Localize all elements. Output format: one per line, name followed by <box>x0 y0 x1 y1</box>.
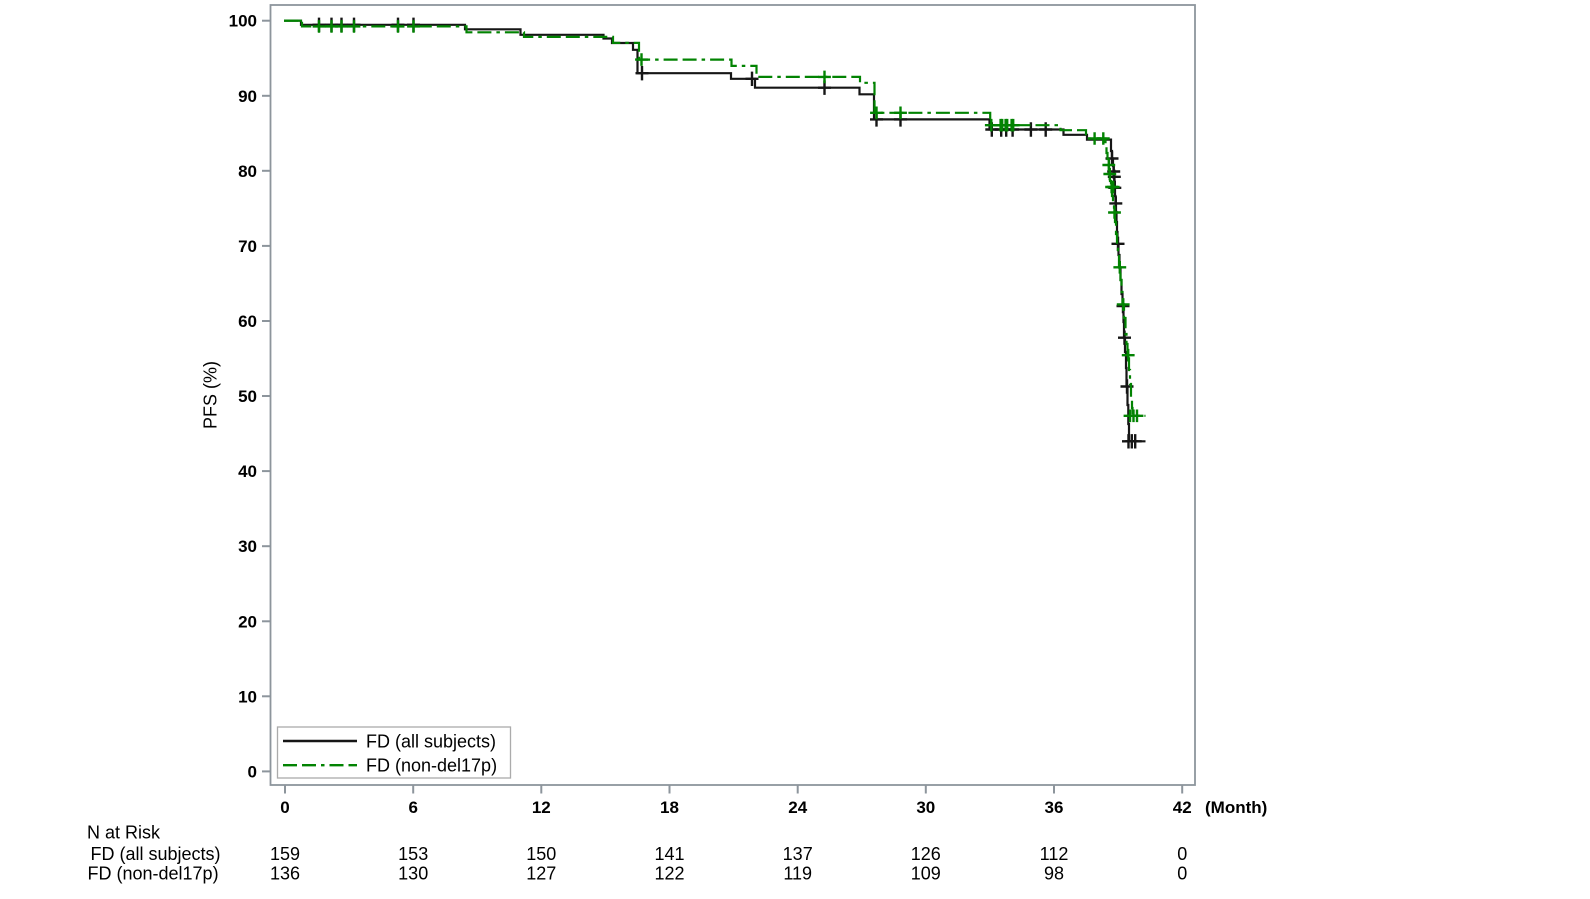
svg-text:150: 150 <box>526 844 556 864</box>
svg-text:FD (all subjects): FD (all subjects) <box>91 844 221 864</box>
svg-text:137: 137 <box>783 844 813 864</box>
svg-text:12: 12 <box>532 798 551 817</box>
svg-text:36: 36 <box>1045 798 1064 817</box>
svg-text:90: 90 <box>238 87 257 106</box>
svg-text:80: 80 <box>238 162 257 181</box>
svg-text:119: 119 <box>783 864 812 884</box>
svg-text:24: 24 <box>788 798 807 817</box>
svg-text:141: 141 <box>654 844 684 864</box>
svg-text:N at Risk: N at Risk <box>87 823 161 843</box>
svg-text:30: 30 <box>238 537 257 556</box>
svg-text:126: 126 <box>911 844 941 864</box>
svg-text:30: 30 <box>916 798 935 817</box>
svg-text:FD (non-del17p): FD (non-del17p) <box>366 756 497 776</box>
svg-text:FD (non-del17p): FD (non-del17p) <box>88 864 219 884</box>
svg-text:153: 153 <box>398 844 428 864</box>
svg-text:136: 136 <box>270 864 300 884</box>
svg-text:0: 0 <box>280 798 289 817</box>
svg-text:18: 18 <box>660 798 679 817</box>
svg-text:0: 0 <box>248 762 257 781</box>
svg-text:98: 98 <box>1044 864 1064 884</box>
svg-text:60: 60 <box>238 312 257 331</box>
svg-text:0: 0 <box>1177 864 1187 884</box>
svg-text:109: 109 <box>911 864 941 884</box>
svg-text:42: 42 <box>1173 798 1192 817</box>
svg-text:FD (all subjects): FD (all subjects) <box>366 732 496 752</box>
svg-text:0: 0 <box>1177 844 1187 864</box>
svg-text:20: 20 <box>238 612 257 631</box>
svg-text:127: 127 <box>526 864 556 884</box>
svg-text:PFS (%): PFS (%) <box>201 361 221 429</box>
svg-text:122: 122 <box>654 864 684 884</box>
svg-text:40: 40 <box>238 462 257 481</box>
svg-text:50: 50 <box>238 387 257 406</box>
svg-text:130: 130 <box>398 864 428 884</box>
svg-text:70: 70 <box>238 237 257 256</box>
svg-text:10: 10 <box>238 687 257 706</box>
svg-text:6: 6 <box>408 798 417 817</box>
svg-text:100: 100 <box>229 12 257 31</box>
svg-text:112: 112 <box>1040 844 1069 864</box>
svg-text:(Month): (Month) <box>1205 798 1267 817</box>
svg-text:159: 159 <box>270 844 300 864</box>
